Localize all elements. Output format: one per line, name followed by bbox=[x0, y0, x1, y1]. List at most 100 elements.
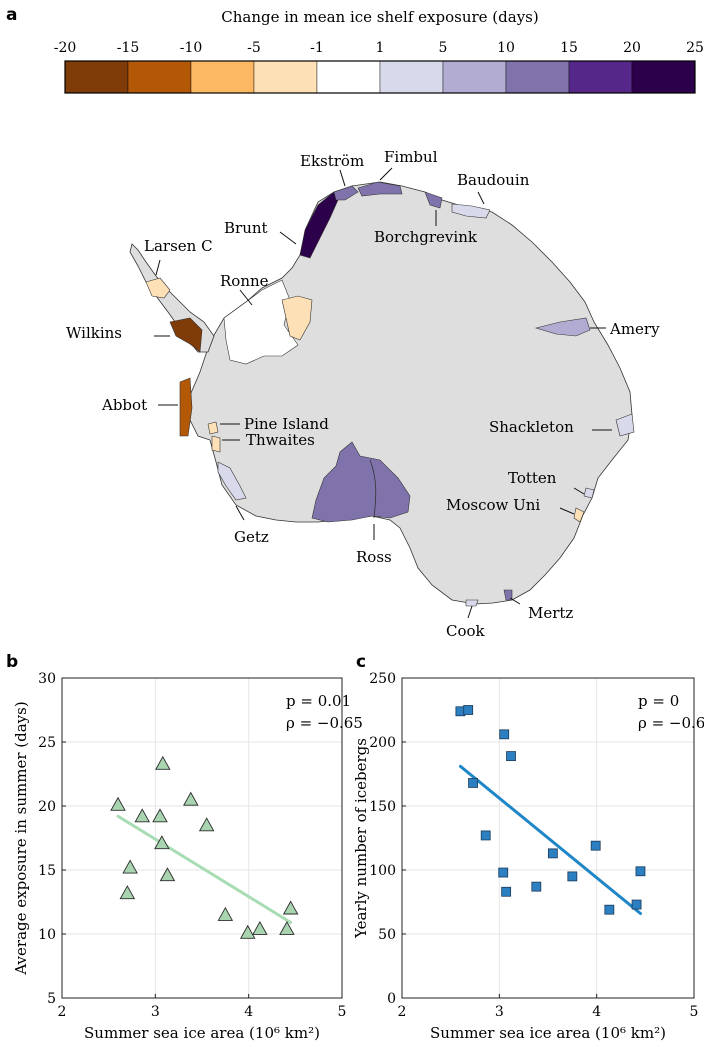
b-point-14 bbox=[282, 900, 299, 915]
c-fit-line bbox=[458, 764, 642, 916]
leader-ekstrom bbox=[339, 169, 346, 187]
b-point-3 bbox=[134, 808, 151, 823]
c-point-11 bbox=[590, 840, 601, 851]
b-xtick-3: 5 bbox=[338, 1004, 347, 1020]
colorbar: Change in mean ice shelf exposure (days)… bbox=[54, 8, 704, 94]
ice-shelf-amery bbox=[534, 317, 591, 337]
ice-shelf-baudouin bbox=[451, 203, 491, 219]
label-moscow-uni: Moscow Uni bbox=[446, 496, 540, 514]
ice-shelf-getz bbox=[217, 461, 247, 501]
colorbar-tick-3: -5 bbox=[247, 40, 261, 56]
b-xlabel: Summer sea ice area (10⁶ km²) bbox=[84, 1024, 320, 1042]
label-ekstrom: Ekström bbox=[300, 152, 364, 170]
b-ytick-0: 5 bbox=[47, 991, 56, 1007]
colorbar-tick-0: -20 bbox=[54, 40, 77, 56]
panel-label-c: c bbox=[356, 652, 366, 672]
c-ytick-3: 150 bbox=[369, 799, 396, 815]
label-fimbul: Fimbul bbox=[384, 148, 438, 166]
label-cook: Cook bbox=[446, 622, 486, 640]
colorbar-cell-3 bbox=[253, 60, 318, 94]
b-point-12 bbox=[252, 920, 268, 935]
ice-shelf-abbot bbox=[179, 377, 193, 437]
b-point-11 bbox=[239, 924, 256, 939]
colorbar-cell-8 bbox=[568, 60, 633, 94]
ice-shelf-filchner bbox=[281, 295, 313, 341]
colorbar-tick-7: 10 bbox=[497, 40, 515, 56]
b-xtick-0: 2 bbox=[58, 1004, 67, 1020]
colorbar-cell-7 bbox=[505, 60, 570, 94]
c-ytick-2: 100 bbox=[369, 863, 396, 879]
colorbar-cell-2 bbox=[190, 60, 255, 94]
b-point-8 bbox=[183, 791, 199, 806]
colorbar-tick-1: -15 bbox=[117, 40, 140, 56]
ice-shelf-moscow-uni bbox=[573, 507, 585, 523]
c-annotation-rho: ρ = −0.69 bbox=[638, 714, 704, 732]
colorbar-tick-2: -10 bbox=[180, 40, 203, 56]
leader-baudouin bbox=[477, 191, 485, 205]
c-xlabel: Summer sea ice area (10⁶ km²) bbox=[430, 1024, 666, 1042]
label-abbot: Abbot bbox=[101, 396, 147, 414]
b-ytick-3: 20 bbox=[38, 799, 56, 815]
colorbar-cell-4 bbox=[316, 60, 381, 94]
b-point-0 bbox=[110, 796, 126, 811]
label-getz: Getz bbox=[234, 528, 269, 546]
b-point-4 bbox=[152, 808, 168, 823]
b-ytick-1: 10 bbox=[38, 927, 56, 943]
b-ylabel: Average exposure in summer (days) bbox=[12, 701, 30, 975]
label-ross: Ross bbox=[356, 548, 392, 566]
colorbar-tick-9: 20 bbox=[623, 40, 641, 56]
leader-moscow-uni bbox=[559, 507, 575, 515]
leader-totten bbox=[573, 487, 585, 495]
leader-mertz bbox=[509, 597, 521, 605]
leader-cook bbox=[467, 605, 473, 619]
b-ytick-2: 15 bbox=[38, 863, 56, 879]
c-xtick-0: 2 bbox=[398, 1004, 407, 1020]
ice-shelf-ross bbox=[311, 441, 411, 523]
panel-label-a: a bbox=[6, 5, 17, 25]
b-point-5 bbox=[154, 835, 170, 850]
c-point-6 bbox=[501, 886, 512, 897]
colorbar-tick-6: 5 bbox=[439, 40, 448, 56]
ice-shelf-ekstrom bbox=[333, 185, 359, 201]
ross-flow-line bbox=[369, 459, 377, 519]
c-point-13 bbox=[631, 899, 642, 910]
colorbar-tick-4: -1 bbox=[310, 40, 324, 56]
label-thwaites: Thwaites bbox=[246, 431, 315, 449]
b-point-6 bbox=[155, 755, 171, 770]
colorbar-cell-0 bbox=[64, 60, 129, 94]
ice-shelf-pine-island bbox=[207, 421, 219, 435]
b-xtick-2: 4 bbox=[244, 1004, 253, 1020]
ice-shelf-totten bbox=[583, 487, 595, 499]
c-annotation-p: p = 0 bbox=[638, 692, 679, 710]
panel-label-b: b bbox=[6, 652, 18, 672]
colorbar-tick-5: 1 bbox=[376, 40, 385, 56]
c-ytick-0: 0 bbox=[387, 991, 396, 1007]
c-ylabel: Yearly number of icebergs bbox=[352, 738, 370, 939]
b-point-13 bbox=[279, 920, 295, 935]
chart-b-exposure-vs-sea-ice: 2 3 4 5 5 10 15 20 25 30 Summer sea ice area (10⁶ … bbox=[12, 671, 363, 1042]
c-point-9 bbox=[547, 848, 558, 859]
ice-shelf-thwaites bbox=[211, 435, 221, 453]
colorbar-tick-10: 25 bbox=[686, 40, 704, 56]
label-wilkins: Wilkins bbox=[66, 324, 122, 342]
b-point-2 bbox=[122, 859, 138, 874]
colorbar-cell-9 bbox=[631, 60, 696, 94]
leader-brunt bbox=[279, 231, 297, 245]
c-xtick-3: 5 bbox=[690, 1004, 699, 1020]
label-ronne: Ronne bbox=[220, 272, 269, 290]
c-xtick-1: 3 bbox=[495, 1004, 504, 1020]
colorbar-cell-1 bbox=[127, 60, 192, 94]
ice-shelf-mertz bbox=[503, 589, 513, 601]
b-ytick-5: 30 bbox=[38, 671, 56, 687]
leader-larsen-c bbox=[155, 259, 161, 276]
c-point-7 bbox=[506, 751, 516, 761]
b-point-9 bbox=[198, 817, 215, 832]
label-pine-island: Pine Island bbox=[244, 415, 329, 433]
ice-shelf-fimbul bbox=[357, 181, 403, 197]
colorbar-title: Change in mean ice shelf exposure (days) bbox=[221, 8, 538, 26]
leader-ronne bbox=[239, 289, 253, 306]
c-axes-frame bbox=[401, 677, 695, 999]
label-baudouin: Baudouin bbox=[457, 171, 530, 189]
colorbar-cell-5 bbox=[379, 60, 444, 94]
